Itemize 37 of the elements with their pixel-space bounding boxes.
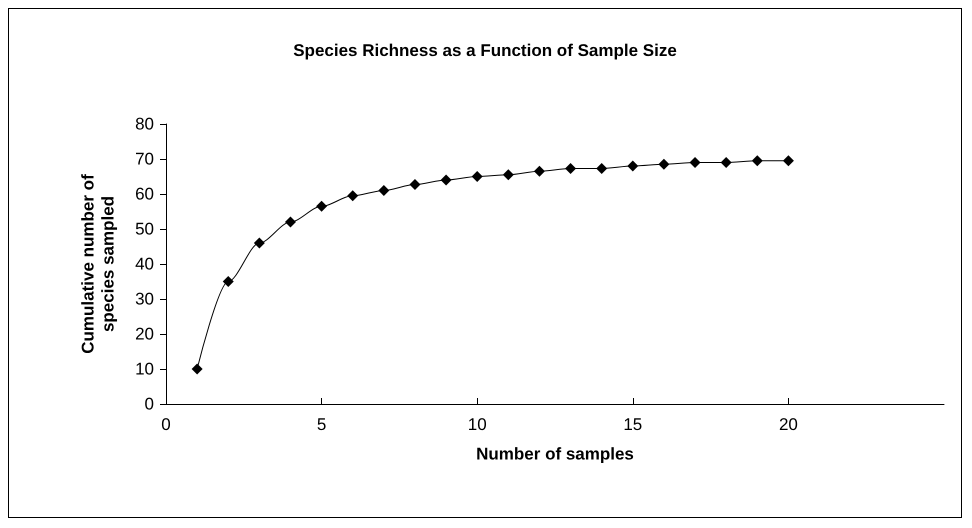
point	[690, 157, 701, 168]
chart-title: Species Richness as a Function of Sample Size	[293, 41, 677, 60]
y-tick-label: 60	[135, 184, 154, 204]
point	[565, 162, 576, 174]
x-tick-label: 5	[316, 415, 326, 434]
x-tick-label: 10	[468, 415, 487, 434]
point	[284, 216, 296, 228]
point	[472, 171, 483, 182]
y-axis-title: Cumulative number of species sampled	[78, 174, 118, 354]
point	[720, 157, 732, 168]
point	[627, 160, 638, 172]
y-tick-label: 30	[135, 290, 154, 308]
point	[254, 238, 265, 248]
point	[752, 155, 763, 166]
y-tick-label: 40	[135, 254, 154, 274]
point	[658, 158, 670, 170]
point	[222, 276, 234, 287]
x-tick-label: 0	[161, 415, 171, 434]
point	[347, 190, 358, 202]
y-tick-label: 0	[144, 394, 154, 414]
y-tick-label: 20	[135, 324, 154, 344]
point	[316, 200, 328, 212]
x-tick-label: 15	[623, 415, 642, 434]
point	[409, 179, 420, 190]
y-tick-label: 80	[135, 114, 154, 134]
y-tick-label: 70	[135, 150, 154, 168]
y-tick-label: 10	[135, 360, 154, 378]
point	[596, 162, 608, 174]
x-axis-title: Number of samples	[476, 444, 634, 464]
point	[192, 364, 203, 374]
point	[782, 155, 794, 166]
point	[534, 166, 545, 177]
point	[502, 169, 514, 180]
y-tick-label: 50	[135, 220, 154, 238]
point	[440, 174, 452, 186]
x-tick-label: 20	[778, 415, 798, 434]
point	[378, 185, 390, 196]
